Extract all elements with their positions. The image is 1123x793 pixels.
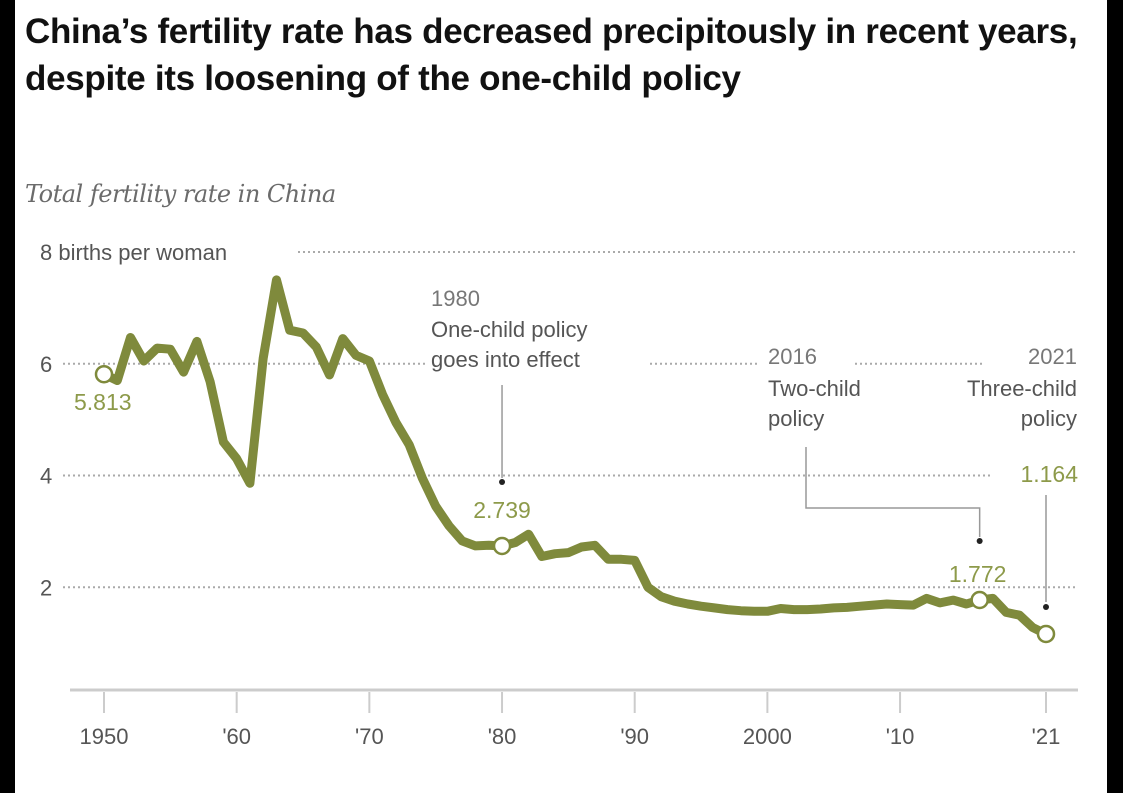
highlight-point-2016: [970, 590, 989, 610]
leader-dot-1980: [499, 479, 506, 485]
y-tick-label-2: 2: [40, 575, 52, 600]
x-tick-label-1950: 1950: [80, 724, 129, 749]
annotations: 1980 One-child policy goes into effect 2016…: [431, 286, 1077, 610]
y-tick-label-4: 4: [40, 464, 52, 489]
annotation-text-1980: One-child policy: [431, 317, 588, 342]
series-line-0: [99, 275, 1051, 639]
chart-subtitle: Total fertility rate in China: [25, 180, 336, 208]
x-tick-label-2010: '10: [886, 724, 915, 749]
leader-dot-2021: [1043, 604, 1049, 610]
y-tick-label-8: 8 births per woman: [40, 240, 227, 265]
highlight-point-2021: [1036, 624, 1056, 644]
chart-panel: China’s fertility rate has decreased pre…: [15, 0, 1107, 793]
x-tick-label-2021: '21: [1032, 724, 1061, 749]
annotation-year-1980: 1980: [431, 286, 480, 311]
annotation-year-2021: 2021: [1028, 344, 1077, 369]
highlight-points: 5.813 2.739 1.772 1.164: [74, 364, 1078, 644]
data-label-1980: 2.739: [473, 497, 531, 523]
annotation-text-2016: Two-child: [768, 376, 861, 401]
y-axis-labels: 8 births per woman 6 4 2: [40, 240, 227, 600]
chart-title: China’s fertility rate has decreased pre…: [25, 12, 1078, 98]
highlight-point-1980: [492, 536, 512, 556]
annotation-text-1980: goes into effect: [431, 347, 580, 372]
data-label-2016: 1.772: [949, 561, 1007, 587]
annotation-year-2016: 2016: [768, 344, 817, 369]
annotation-text-2016: policy: [768, 406, 824, 431]
series-layer: [99, 275, 1051, 639]
y-tick-label-6: 6: [40, 352, 52, 377]
leader-line-2016: [805, 447, 981, 537]
leader-dot-2016: [976, 538, 983, 544]
x-tick-label-1980: '80: [488, 724, 517, 749]
x-tick-label-1970: '70: [355, 724, 384, 749]
highlight-point-1950: [94, 364, 114, 384]
x-tick-label-1960: '60: [222, 724, 251, 749]
data-label-2021: 1.164: [1020, 461, 1078, 487]
data-label-1950: 5.813: [74, 389, 132, 415]
annotation-text-2021: policy: [1021, 406, 1077, 431]
x-tick-label-2000: 2000: [743, 724, 792, 749]
annotation-text-2021: Three-child: [967, 376, 1077, 401]
x-axis: 1950 '60 '70 '80 '90 2000 '10 '21: [70, 688, 1078, 749]
x-tick-label-1990: '90: [620, 724, 649, 749]
